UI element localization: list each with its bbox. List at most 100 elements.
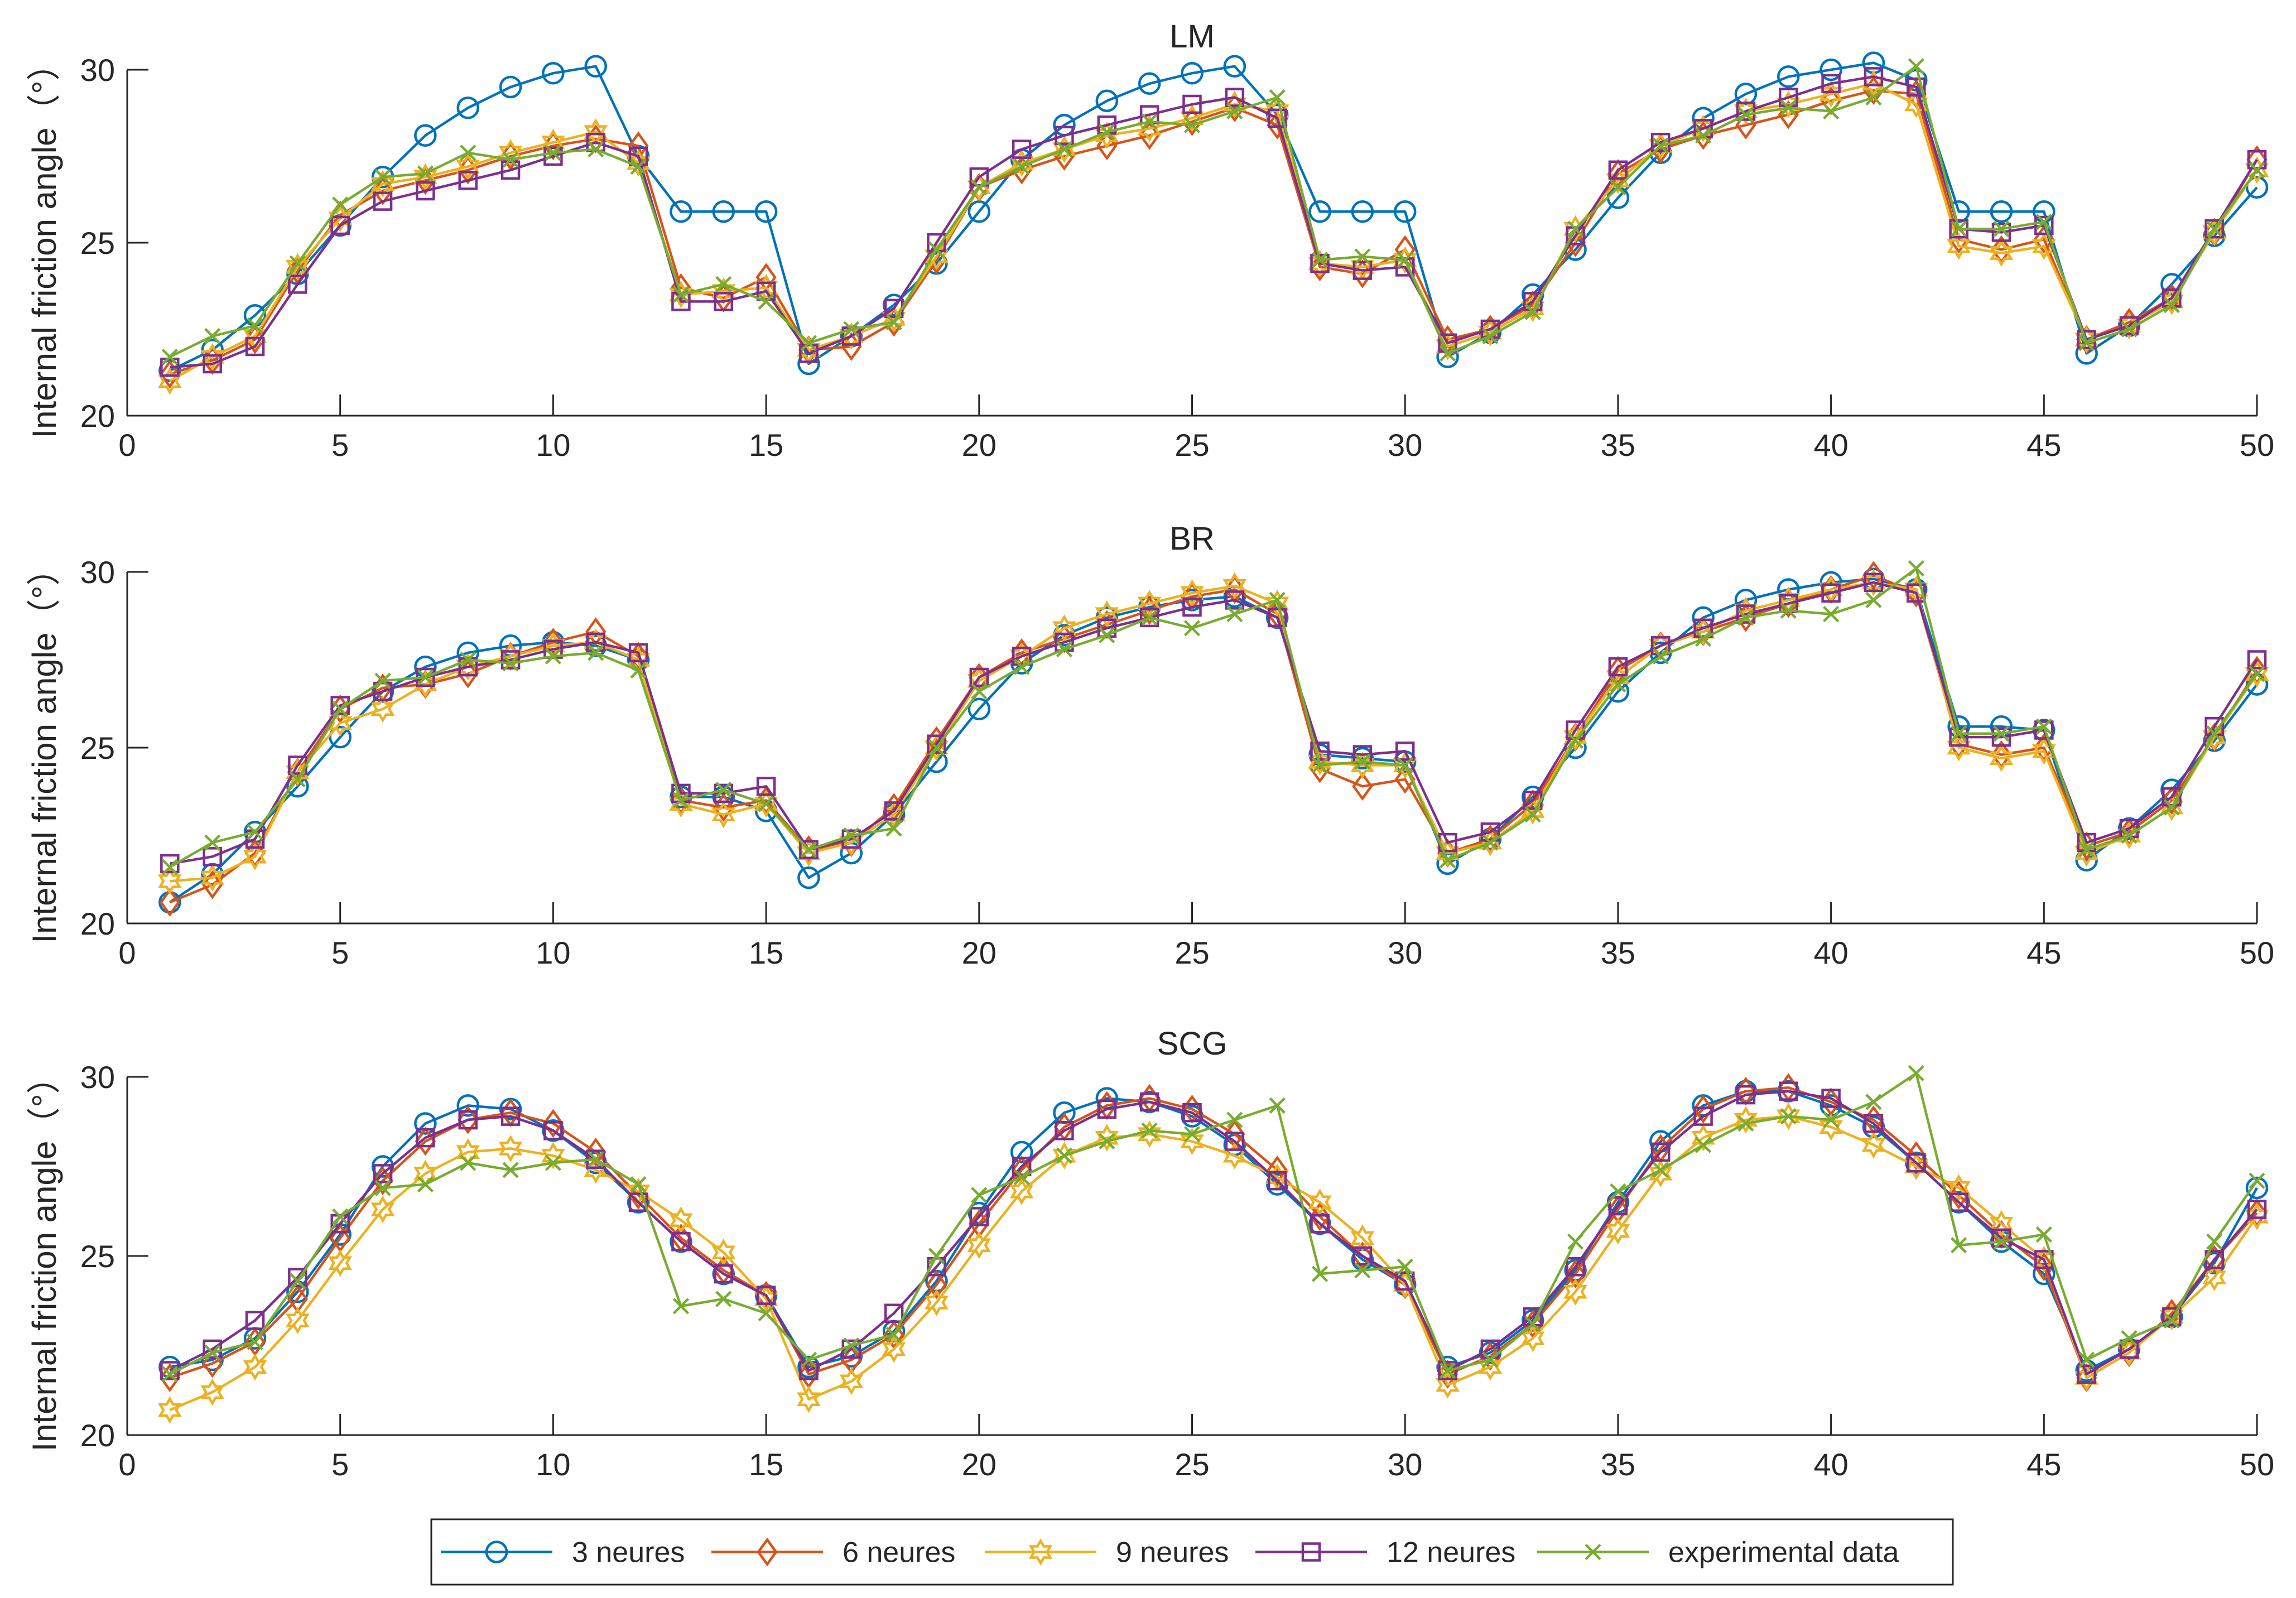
panel-title: SCG <box>1157 1026 1228 1062</box>
data-point <box>1350 1224 1375 1252</box>
data-point <box>289 1273 306 1289</box>
data-point <box>456 153 480 181</box>
data-point <box>2206 220 2223 237</box>
data-point <box>1819 1113 1843 1141</box>
data-point <box>2245 176 2269 199</box>
data-point <box>1567 732 1584 749</box>
data-point <box>2249 162 2265 179</box>
data-point <box>1650 1142 1671 1162</box>
data-point <box>1608 657 1628 677</box>
data-point <box>885 1326 902 1343</box>
series-line <box>170 75 2258 369</box>
data-point <box>2245 156 2269 184</box>
data-point <box>1009 149 1034 177</box>
data-point <box>1993 1233 2010 1250</box>
data-point <box>1861 1131 1886 1159</box>
data-point <box>1308 249 1332 277</box>
data-point <box>1009 1177 1034 1205</box>
series-experimental-data <box>161 560 2265 875</box>
x-tick-label: 40 <box>1813 427 1848 463</box>
data-point <box>417 669 434 686</box>
data-point <box>1864 572 1884 593</box>
x-tick-label: 35 <box>1601 427 1635 463</box>
data-point <box>370 170 395 198</box>
data-point <box>1606 1217 1630 1245</box>
data-point <box>1308 200 1331 223</box>
series-line <box>169 1090 2258 1376</box>
data-point <box>374 169 391 185</box>
data-point <box>715 782 732 798</box>
legend-marker <box>1301 1542 1321 1562</box>
data-point <box>204 834 221 851</box>
x-tick-label: 20 <box>962 1447 997 1482</box>
data-point <box>328 1249 352 1277</box>
data-point <box>1776 1103 1801 1130</box>
data-point <box>373 191 393 211</box>
data-point <box>799 1361 819 1380</box>
data-point <box>1225 1132 1245 1151</box>
data-point <box>799 344 819 363</box>
data-point <box>2074 1364 2098 1392</box>
data-point <box>2162 1307 2182 1327</box>
x-tick-label: 45 <box>2027 1447 2061 1482</box>
data-point <box>1991 1228 2011 1248</box>
data-point <box>628 146 648 166</box>
data-point <box>1095 89 1119 113</box>
series-line <box>169 82 2258 382</box>
data-point <box>158 1396 182 1424</box>
data-point <box>1226 1111 1243 1128</box>
data-point <box>1563 1278 1587 1306</box>
data-point <box>968 697 991 720</box>
data-point <box>1354 248 1371 265</box>
data-point <box>200 1378 224 1406</box>
data-point <box>672 286 690 303</box>
data-point <box>545 145 561 161</box>
data-point <box>2206 1233 2223 1250</box>
x-tick-label: 45 <box>2027 427 2061 463</box>
data-point <box>2163 1312 2180 1329</box>
data-point <box>1013 658 1030 675</box>
data-point <box>971 1187 988 1204</box>
y-axis-label: Internal friction angle（°） <box>26 47 63 439</box>
data-point <box>1056 1147 1073 1164</box>
data-point <box>1691 1124 1715 1152</box>
data-point <box>800 1351 817 1368</box>
x-tick-label: 30 <box>1388 1447 1422 1482</box>
data-point <box>1269 89 1286 106</box>
data-point <box>967 1231 991 1259</box>
x-tick-label: 15 <box>749 1447 783 1482</box>
data-point <box>1951 725 1967 742</box>
data-point <box>1565 1259 1586 1288</box>
data-point <box>2202 723 2226 751</box>
data-point <box>1524 304 1541 320</box>
data-point <box>754 200 778 223</box>
data-point <box>1993 220 2010 237</box>
x-tick-label: 0 <box>118 427 136 463</box>
y-tick-label: 25 <box>80 730 115 766</box>
data-point <box>413 163 437 191</box>
data-point <box>1310 1214 1330 1234</box>
data-point <box>286 253 310 281</box>
data-point <box>884 1303 904 1323</box>
legend-item-3-neures: 3 neures <box>441 1537 685 1569</box>
data-point <box>158 367 182 395</box>
y-tick-label: 25 <box>80 225 115 261</box>
data-point <box>1265 590 1289 618</box>
series-9-neures <box>158 1103 2269 1424</box>
data-point <box>1139 608 1159 628</box>
data-point <box>1013 158 1030 175</box>
data-point <box>714 1264 734 1284</box>
data-point <box>1607 656 1629 685</box>
data-point <box>1650 636 1671 656</box>
legend-item-6-neures: 6 neures <box>711 1537 955 1569</box>
data-point <box>1482 834 1499 851</box>
legend-item-12-neures: 12 neures <box>1255 1537 1515 1569</box>
data-point <box>370 1195 395 1224</box>
data-point <box>2121 1330 2138 1347</box>
data-point <box>1182 597 1202 617</box>
data-point <box>1695 127 1712 144</box>
data-point <box>928 241 945 258</box>
legend-item-9-neures: 9 neures <box>985 1537 1229 1569</box>
data-point <box>1864 67 1884 86</box>
